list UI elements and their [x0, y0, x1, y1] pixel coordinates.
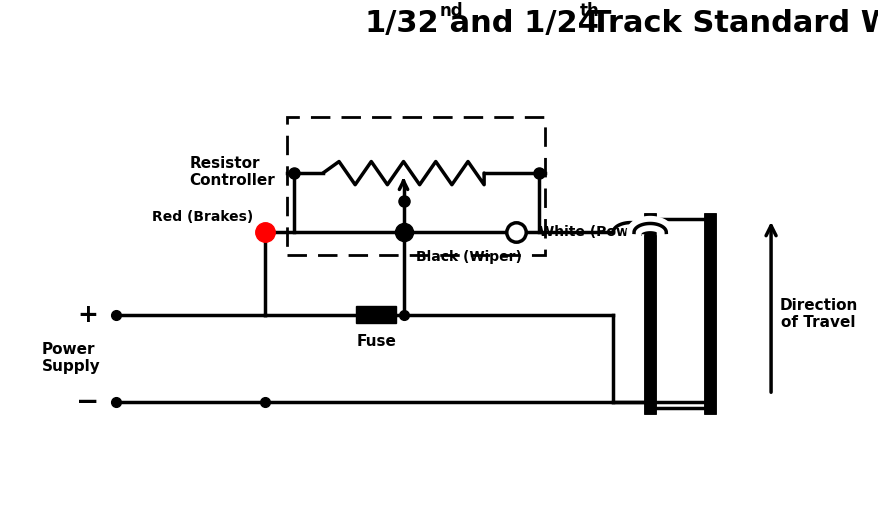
Text: Black (Wiper): Black (Wiper) [415, 250, 521, 264]
Text: +: + [77, 303, 97, 327]
Text: 1/32: 1/32 [364, 9, 439, 38]
Text: Resistor
Controller: Resistor Controller [190, 156, 275, 188]
Text: Fuse: Fuse [356, 334, 396, 349]
Bar [287, 116, 544, 255]
Text: and 1/24: and 1/24 [439, 9, 599, 38]
Bar [356, 307, 396, 323]
Text: th: th [579, 3, 599, 20]
Text: Track Standard Wiring: Track Standard Wiring [579, 9, 878, 38]
Text: nd: nd [439, 3, 463, 20]
Text: Red (Brakes): Red (Brakes) [151, 210, 253, 224]
Text: Direction
of Travel: Direction of Travel [778, 297, 857, 330]
Text: Power
Supply: Power Supply [42, 342, 101, 374]
Text: White (Power): White (Power) [538, 225, 651, 239]
Text: −: − [76, 388, 99, 416]
